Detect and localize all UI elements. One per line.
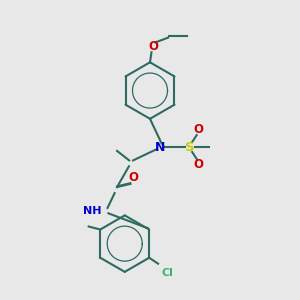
Text: NH: NH [83, 206, 102, 216]
Text: Cl: Cl [161, 268, 173, 278]
Text: O: O [194, 123, 203, 136]
Text: O: O [194, 158, 203, 171]
Text: O: O [148, 40, 158, 53]
Text: O: O [128, 171, 138, 184]
Text: N: N [155, 140, 166, 154]
Text: S: S [185, 140, 195, 154]
